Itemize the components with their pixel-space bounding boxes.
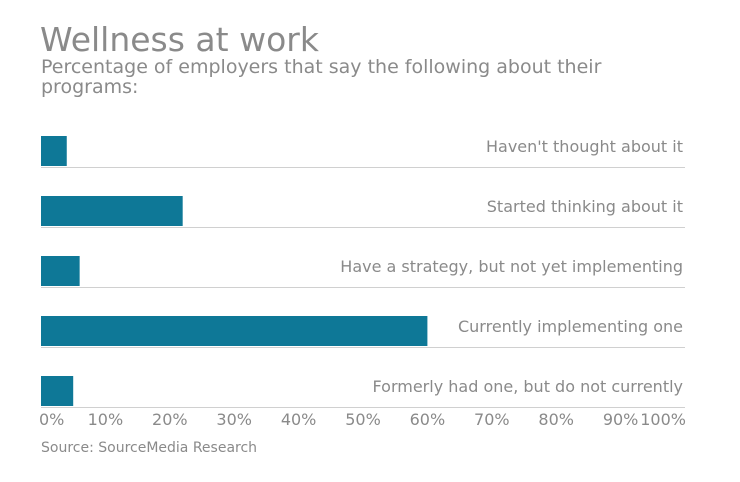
x-tick-label: 0% — [39, 410, 64, 429]
bar — [41, 136, 67, 166]
x-tick-label: 50% — [345, 410, 381, 429]
category-label: Started thinking about it — [487, 197, 683, 216]
category-label: Currently implementing one — [458, 317, 683, 336]
bar — [41, 256, 80, 286]
bar — [41, 376, 74, 406]
x-tick-label: 90% — [603, 410, 639, 429]
x-tick-label: 10% — [88, 410, 124, 429]
x-tick-label: 70% — [474, 410, 510, 429]
category-label: Haven't thought about it — [486, 137, 683, 156]
x-tick-label: 60% — [410, 410, 446, 429]
chart-subtitle: Percentage of employers that say the fol… — [41, 56, 602, 98]
category-label: Have a strategy, but not yet implementin… — [340, 257, 683, 276]
x-tick-label: 40% — [281, 410, 317, 429]
bar — [41, 316, 428, 346]
x-tick-label: 100% — [640, 410, 686, 429]
bar — [41, 196, 183, 226]
x-tick-label: 20% — [152, 410, 188, 429]
x-tick-label: 80% — [538, 410, 574, 429]
chart-title: Wellness at work — [40, 20, 319, 59]
source-note: Source: SourceMedia Research — [41, 440, 258, 456]
x-tick-label: 30% — [216, 410, 252, 429]
category-label: Formerly had one, but do not currently — [373, 377, 683, 396]
